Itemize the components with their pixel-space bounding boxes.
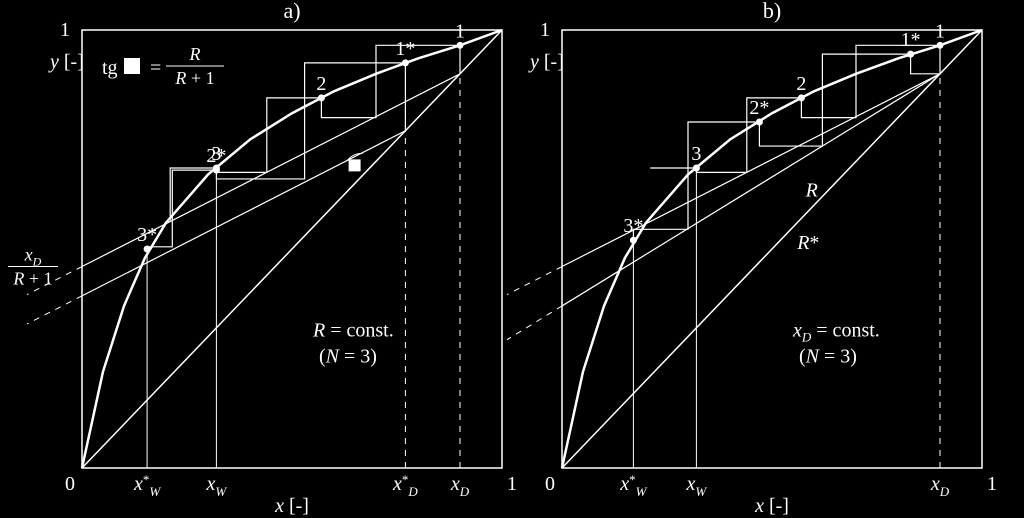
formula-bot: R + 1 [174,68,214,88]
title-b: b) [763,0,781,23]
xtick-ital: xW [686,473,708,499]
stair-point [693,164,700,171]
r-label: R [805,179,818,201]
ytick-1: 1 [540,19,550,41]
x-axis-label: x [-] [754,495,789,517]
stair-label: 3* [623,215,643,237]
stair-point [213,167,220,174]
stair-label: 1 [935,20,945,42]
stairs-b [633,54,940,240]
xtick: 0 [65,473,75,495]
formula-tg: tg [102,57,118,79]
y-intercept-top: xD [24,245,42,269]
stair-point [630,237,637,244]
xtick: 1 [507,473,517,495]
y-intercept-bot: R + 1 [12,269,52,289]
rstar-label: R* [796,232,819,254]
xtick: 0 [545,473,555,495]
stair-label: 3* [137,224,157,246]
xtick-ital: x*W [133,472,161,499]
op-line-ext [507,306,562,340]
stair-label: 1* [395,38,415,60]
y-axis-label: y [-] [48,51,84,73]
y-axis-label: y [-] [528,51,564,73]
xtick-ital: x*W [619,472,647,499]
xtick-ital: x*D [392,472,418,499]
xtick-ital: xW [206,473,228,499]
operating-line [82,131,405,296]
diagonal [562,30,982,468]
stair-label: 2* [206,145,226,167]
stair-point [318,94,325,101]
title-a: a) [283,0,300,23]
xtick: 1 [987,473,997,495]
x-axis-label: x [-] [274,495,309,517]
xtick-ital: xD [930,473,950,499]
stair-point [144,246,151,253]
stair-point [756,118,763,125]
stair-label: 1* [901,29,921,51]
stair-point [457,42,464,49]
stair-label: 1 [455,20,465,42]
stair-label: 2 [796,73,806,95]
op-line-ext [27,296,82,324]
const-label-2: (N = 3) [319,346,377,368]
formula-eq: = [150,57,161,79]
stair-point [937,42,944,49]
stair-label: 2 [316,73,326,95]
const-label-2: (N = 3) [799,346,857,368]
formula-box [124,58,140,74]
figure: a) b) 1 y [-] 1 2 3 1* 2* 3* 0 1 x*W xW x*D xD x [-] R = … [0,0,1024,518]
op-line-ext [507,267,562,295]
const-label-1: xD = const. [792,320,880,345]
stair-point [798,94,805,101]
ytick-1: 1 [60,19,70,41]
stair-point [907,51,914,58]
stairs-b [147,63,405,249]
const-label-1: R = const. [312,320,394,342]
xtick-ital: xD [450,473,470,499]
formula-top: R [189,44,201,64]
stair-label: 2* [749,97,769,119]
angle-box [349,159,361,171]
stair-label: 3 [691,143,701,165]
stair-point [402,59,409,66]
